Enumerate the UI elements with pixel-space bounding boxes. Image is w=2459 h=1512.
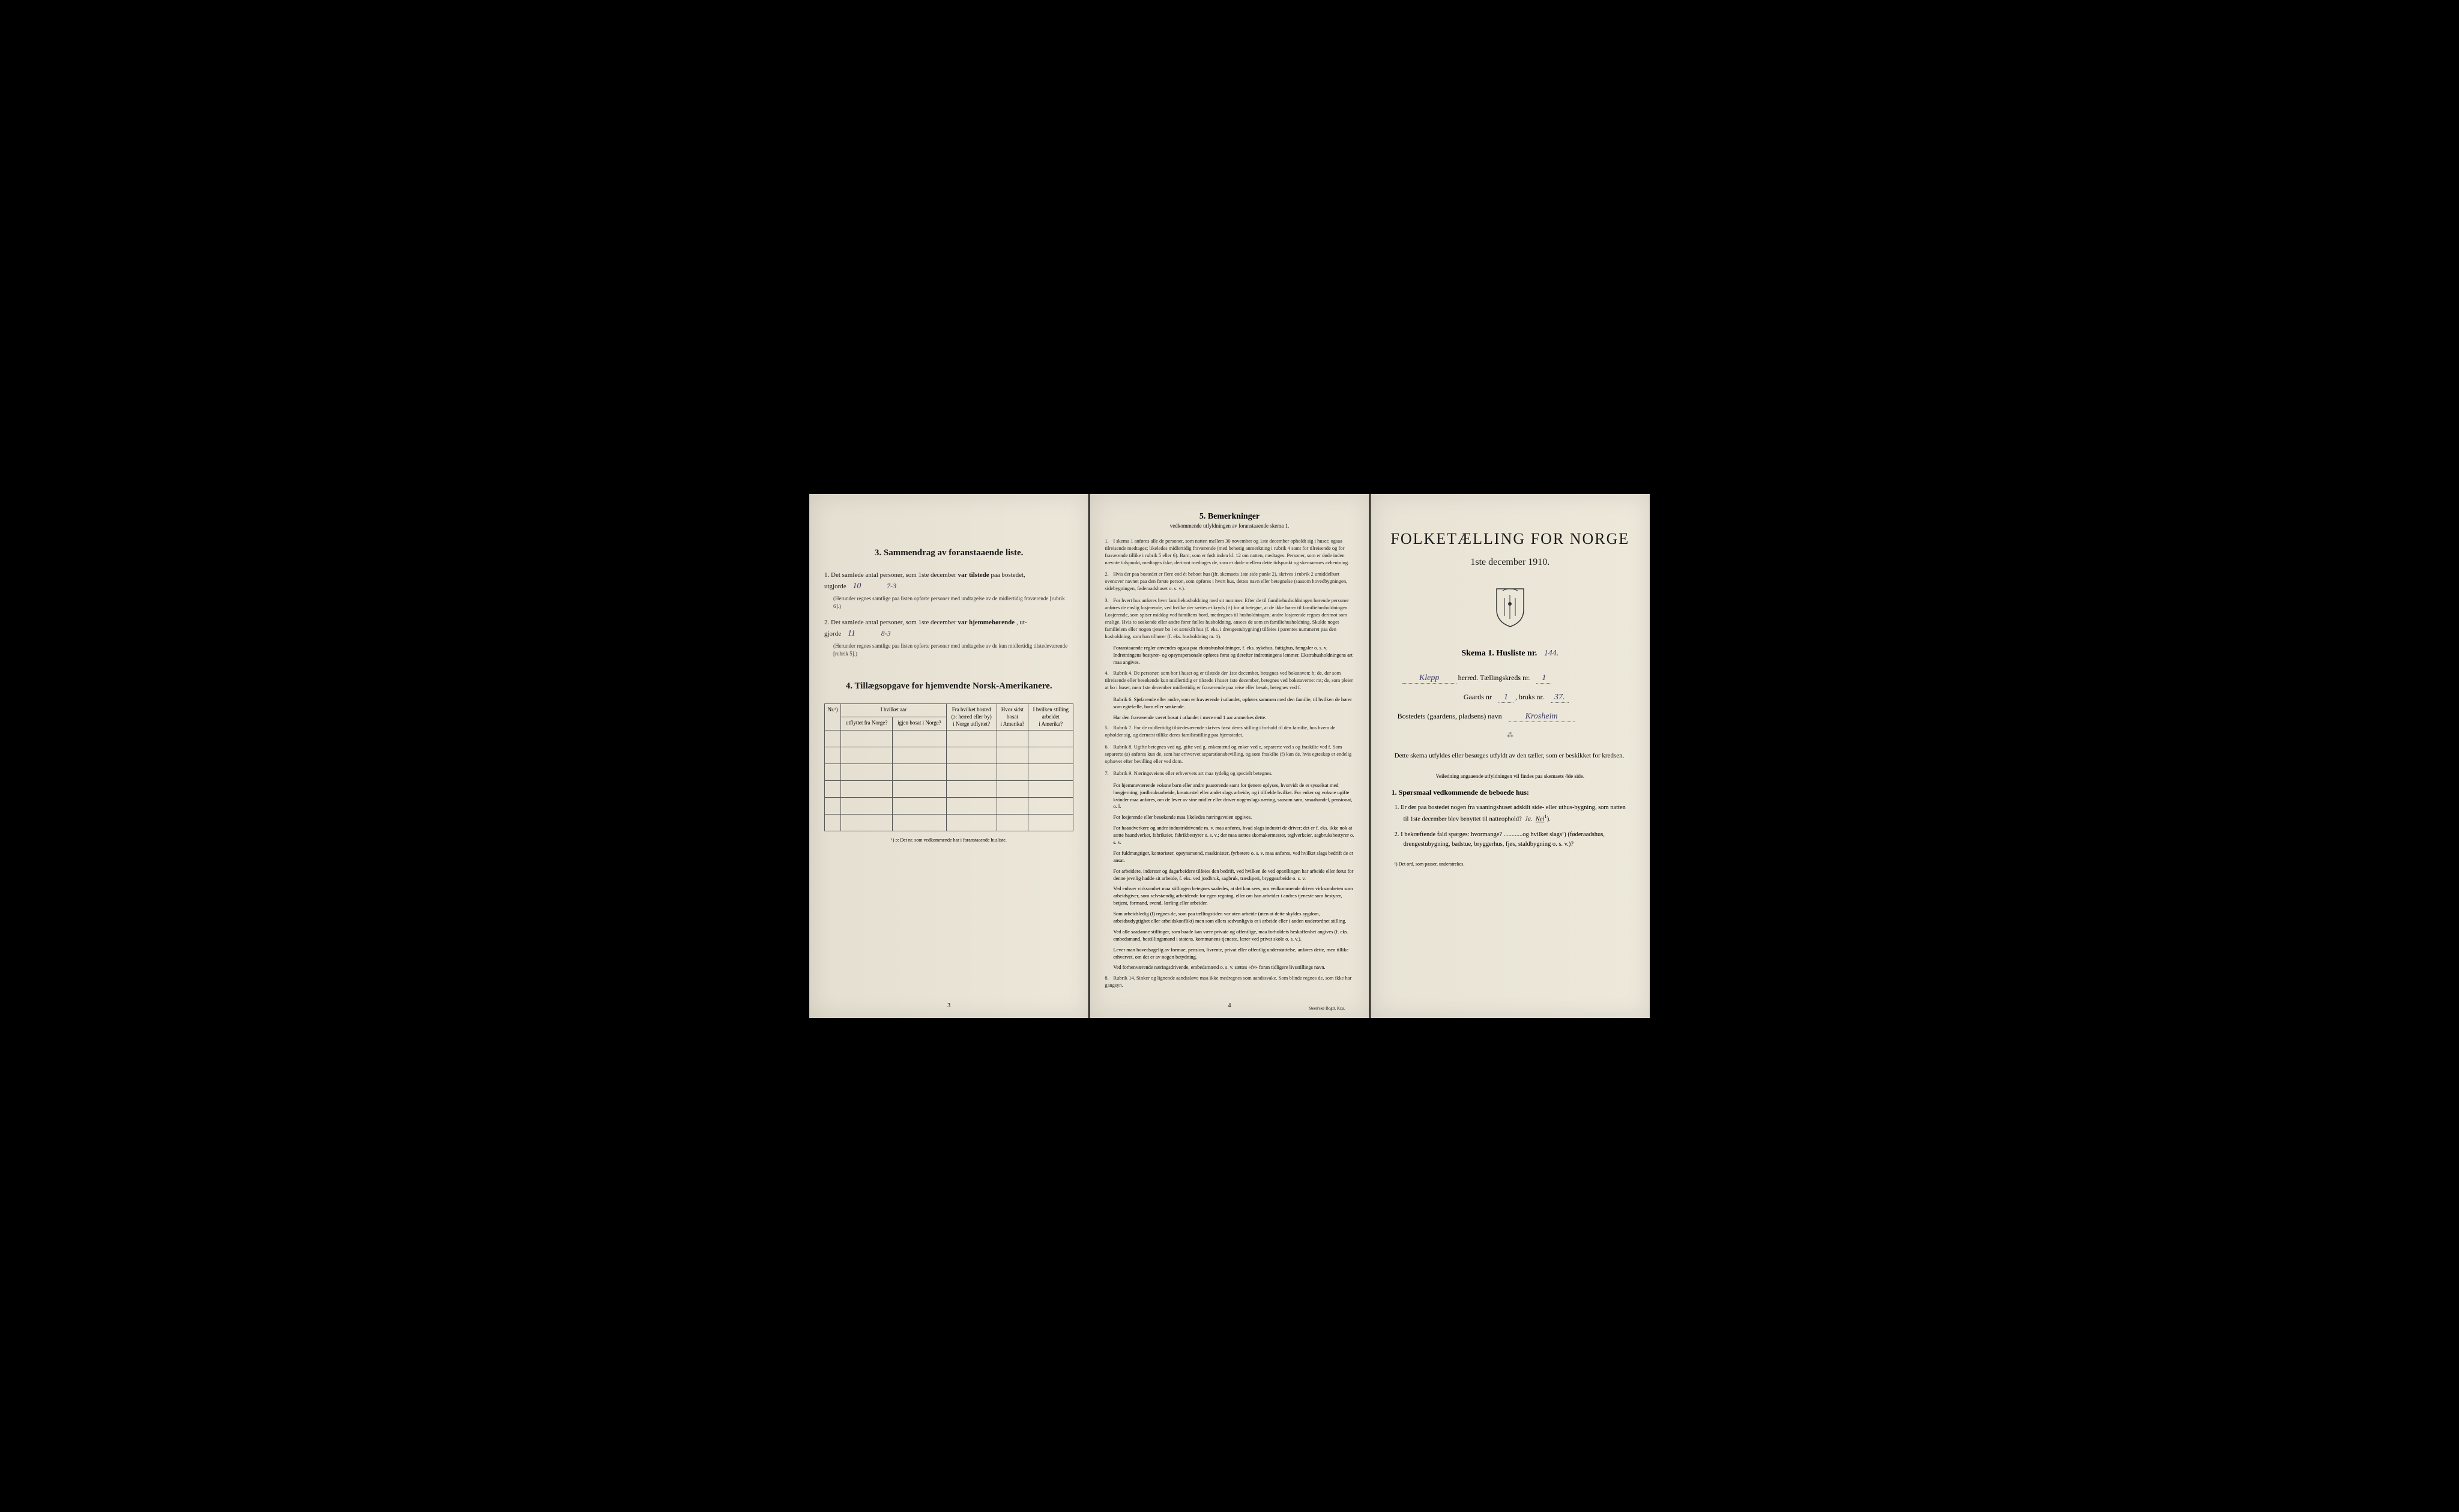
item1-note: (Herunder regnes samtlige paa listen opf… bbox=[833, 595, 1073, 610]
remark-item: 8.Rubrik 14. Sinker og lignende aandsslø… bbox=[1105, 975, 1354, 989]
table-footnote: ¹) ɔ: Det nr. som vedkommende har i fora… bbox=[824, 837, 1073, 843]
page-3-summary: 3. Sammendrag av foranstaaende liste. 1.… bbox=[809, 494, 1088, 1018]
emigrant-table: Nr.¹) I hvilket aar Fra hvilket bosted (… bbox=[824, 703, 1073, 831]
remark-item: 5.Rubrik 7. For de midlertidig tilstedev… bbox=[1105, 724, 1354, 739]
table-row bbox=[825, 781, 1073, 798]
section-4-title: 4. Tillægsopgave for hjemvendte Norsk-Am… bbox=[824, 681, 1073, 691]
remark-item: Ved forhenværende næringsdrivende, embed… bbox=[1113, 964, 1354, 971]
col-igjen-bosat: igjen bosat i Norge? bbox=[893, 717, 947, 730]
divider-icon: ⁂ bbox=[1386, 731, 1635, 739]
table-row bbox=[825, 747, 1073, 764]
remark-item: Foranstaaende regler anvendes ogsaa paa … bbox=[1113, 645, 1354, 666]
col-amerika-bosat: Hvor sidst bosat i Amerika? bbox=[997, 704, 1028, 730]
husliste-nr: 144. bbox=[1544, 649, 1559, 658]
section-3-title: 3. Sammendrag av foranstaaende liste. bbox=[824, 548, 1073, 558]
table-row bbox=[825, 798, 1073, 815]
remark-item: 2.Hvis der paa bostedet er flere end ét … bbox=[1105, 571, 1354, 592]
footnote-1: ¹) Det ord, som passer, understrekes. bbox=[1386, 861, 1635, 867]
remark-item: Rubrik 6. Sjøfarende eller andre, som er… bbox=[1113, 696, 1354, 711]
remark-item: For fuldmægtiger, kontorister, opsynsmæn… bbox=[1113, 850, 1354, 864]
summary-item-1: 1. Det samlede antal personer, som 1ste … bbox=[824, 570, 1073, 610]
hjemmehorende-count: 11 bbox=[848, 629, 855, 638]
remark-item: For haandverkere og andre industridriven… bbox=[1113, 825, 1354, 846]
remark-item: Lever man hovedsagelig av formue, pensio… bbox=[1113, 947, 1354, 961]
page-1-cover: FOLKETÆLLING FOR NORGE 1ste december 191… bbox=[1371, 494, 1650, 1018]
census-date: 1ste december 1910. bbox=[1386, 557, 1635, 568]
printer-mark: Steen'ske Bogtr. Kr.a. bbox=[1309, 1006, 1345, 1011]
remark-item: For arbeidere, inderster og dagarbeidere… bbox=[1113, 868, 1354, 882]
gaards-line: Gaards nr 1 , bruks nr. 37. bbox=[1386, 693, 1635, 703]
remarks-title: 5. Bemerkninger bbox=[1105, 512, 1354, 522]
herred-name: Klepp bbox=[1402, 673, 1456, 684]
bruks-nr: 37. bbox=[1551, 693, 1569, 703]
table-row bbox=[825, 815, 1073, 831]
filling-instruction: Dette skema utfyldes eller besørges utfy… bbox=[1395, 751, 1626, 762]
page-4-remarks: 5. Bemerkninger vedkommende utfyldningen… bbox=[1090, 494, 1369, 1018]
remark-item: Ved enhver virksomhet maa stillingen bet… bbox=[1113, 885, 1354, 907]
census-title: FOLKETÆLLING FOR NORGE bbox=[1386, 530, 1635, 548]
remark-item: 7.Rubrik 9. Næringsveiens eller erhverve… bbox=[1105, 770, 1354, 777]
col-stilling: I hvilken stilling arbeidet i Amerika? bbox=[1028, 704, 1073, 730]
remark-item: Har den fraværende været bosat i utlande… bbox=[1113, 714, 1354, 721]
remark-item: 4.Rubrik 4. De personer, som bor i huset… bbox=[1105, 670, 1354, 691]
col-year-header: I hvilket aar bbox=[841, 704, 947, 717]
answer-nei: Nei bbox=[1536, 816, 1545, 823]
remark-item: For losjerende eller besøkende maa likel… bbox=[1113, 814, 1354, 821]
col-nr: Nr.¹) bbox=[825, 704, 841, 730]
item2-note: (Herunder regnes samtlige paa listen opf… bbox=[833, 642, 1073, 657]
skema-line: Skema 1. Husliste nr. 144. bbox=[1386, 649, 1635, 658]
remarks-list: 1.I skema 1 anføres alle de personer, so… bbox=[1105, 538, 1354, 989]
gaards-nr: 1 bbox=[1498, 693, 1513, 703]
herred-line: Klepp herred. Tællingskreds nr. 1 bbox=[1386, 673, 1635, 684]
remark-item: 3.For hvert hus anføres hver familiehush… bbox=[1105, 597, 1354, 640]
tilstede-count: 10 bbox=[852, 582, 861, 591]
col-utflyttet: utflyttet fra Norge? bbox=[841, 717, 893, 730]
page-number-4: 4 bbox=[1228, 1002, 1231, 1009]
answer-ja: Ja. bbox=[1525, 816, 1533, 823]
question-2: 2. I bekræftende fald spørges: hvormange… bbox=[1404, 830, 1626, 849]
bosted-line: Bostedets (gaardens, pladsens) navn Kros… bbox=[1386, 712, 1635, 722]
bosted-name: Krosheim bbox=[1509, 712, 1575, 722]
hjemmehorende-breakdown: 8-3 bbox=[881, 629, 891, 637]
remark-item: 1.I skema 1 anføres alle de personer, so… bbox=[1105, 538, 1354, 567]
summary-item-2: 2. Det samlede antal personer, som 1ste … bbox=[824, 618, 1073, 658]
remark-item: Ved alle saadanne stillinger, som baade … bbox=[1113, 929, 1354, 943]
question-heading: 1. Spørsmaal vedkommende de beboede hus: bbox=[1392, 788, 1629, 797]
kreds-nr: 1 bbox=[1536, 673, 1551, 684]
remark-item: Som arbeidsledig (l) regnes de, som paa … bbox=[1113, 911, 1354, 925]
tilstede-breakdown: 7-3 bbox=[887, 582, 896, 590]
remark-item: 6.Rubrik 8. Ugifte betegnes ved ug, gift… bbox=[1105, 744, 1354, 765]
page-number-3: 3 bbox=[947, 1002, 950, 1009]
question-1: 1. Er der paa bostedet nogen fra vaaning… bbox=[1404, 803, 1626, 824]
remarks-subtitle: vedkommende utfyldningen av foranstaaend… bbox=[1105, 523, 1354, 529]
coat-of-arms-icon bbox=[1386, 586, 1635, 631]
remark-item: For hjemmeværende voksne barn eller andr… bbox=[1113, 782, 1354, 811]
table-row bbox=[825, 730, 1073, 747]
sub-instruction: Veiledning angaaende utfyldningen vil fi… bbox=[1386, 773, 1635, 779]
census-document: 3. Sammendrag av foranstaaende liste. 1.… bbox=[809, 494, 1650, 1018]
col-bosted: Fra hvilket bosted (ɔ: herred eller by) … bbox=[946, 704, 997, 730]
table-row bbox=[825, 764, 1073, 781]
emigrant-table-body bbox=[825, 730, 1073, 831]
